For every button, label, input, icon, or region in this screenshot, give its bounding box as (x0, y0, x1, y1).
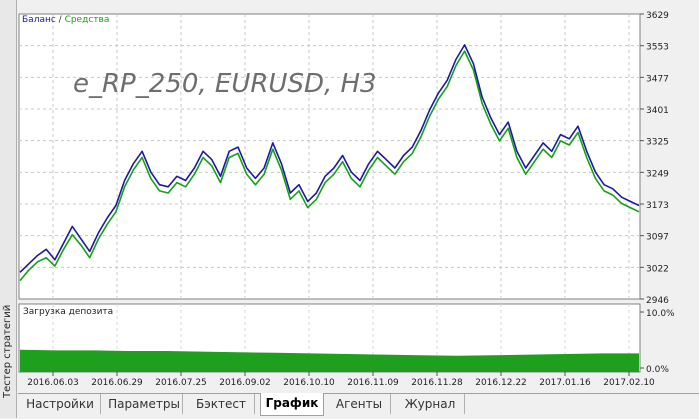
chart-svg: 3629 3553 3477 3401 3325 3249 3173 3097 3022 2946… (18, 11, 675, 388)
tab-2[interactable]: Бэктест (188, 394, 255, 414)
x-tick-label: 2016.12.22 (475, 378, 527, 388)
x-tick-label: 2016.10.10 (283, 378, 335, 388)
tab-1[interactable]: Параметры (106, 394, 183, 414)
tab-4[interactable]: Агенты (328, 394, 391, 414)
y-tick-label: 3022 (646, 264, 669, 274)
x-tick-label: 2017.02.10 (603, 378, 655, 388)
deposit-load-area (20, 349, 639, 372)
load-y-tick-label: 10.0% (646, 309, 675, 319)
legend-balance: Баланс (22, 15, 56, 25)
tab-5[interactable]: Журнал (396, 394, 465, 414)
y-tick-label: 3477 (646, 74, 669, 84)
y-tick-label: 3325 (646, 138, 669, 148)
x-tick-label: 2016.11.28 (411, 378, 463, 388)
y-tick-label: 3553 (646, 43, 669, 53)
x-tick-label: 2016.06.29 (91, 378, 143, 388)
main-series (19, 44, 640, 282)
chart-legend: Баланс / Средства (22, 15, 109, 25)
x-tick-label: 2016.07.25 (155, 378, 207, 388)
main-y-axis: 3629 3553 3477 3401 3325 3249 3173 3097 3022 2946 (640, 11, 669, 306)
x-tick-label: 2016.06.03 (27, 378, 79, 388)
x-tick-label: 2016.09.02 (219, 378, 271, 388)
deposit-load-title: Загрузка депозита (23, 307, 113, 317)
tab-0[interactable]: Настройки (20, 394, 101, 414)
y-tick-label: 3173 (646, 201, 669, 211)
strategy-tester-label: Тестер стратегий (2, 304, 13, 398)
equity-line (19, 50, 640, 282)
load-y-tick-label: 0.0% (646, 365, 669, 375)
y-tick-label: 3629 (646, 11, 669, 21)
main-plot-frame (18, 13, 641, 300)
tab-3[interactable]: График (260, 393, 324, 416)
legend-separator: / (56, 15, 65, 25)
y-tick-label: 2946 (646, 296, 669, 306)
y-tick-label: 3097 (646, 233, 669, 243)
strategy-tester-side-panel: Тестер стратегий (0, 0, 17, 418)
tester-tabs: Настройки Параметры Бэктест График Агенты Жур… (18, 393, 699, 419)
x-tick-label: 2017.01.16 (539, 378, 591, 388)
x-axis: 2016.06.03 2016.06.29 2016.07.25 2016.09.02… (27, 372, 655, 388)
legend-equity: Средства (65, 15, 110, 25)
y-tick-label: 3249 (646, 169, 669, 179)
load-y-axis: 10.0% 0.0% (640, 309, 675, 375)
chart-area: 3629 3553 3477 3401 3325 3249 3173 3097 3022 2946… (18, 4, 699, 394)
chart-watermark: e_RP_250, EURUSD, H3 (73, 69, 377, 99)
main-grid (19, 14, 640, 299)
balance-line (19, 44, 640, 273)
x-tick-label: 2016.11.09 (347, 378, 399, 388)
y-tick-label: 3401 (646, 106, 669, 116)
load-series (20, 349, 639, 372)
